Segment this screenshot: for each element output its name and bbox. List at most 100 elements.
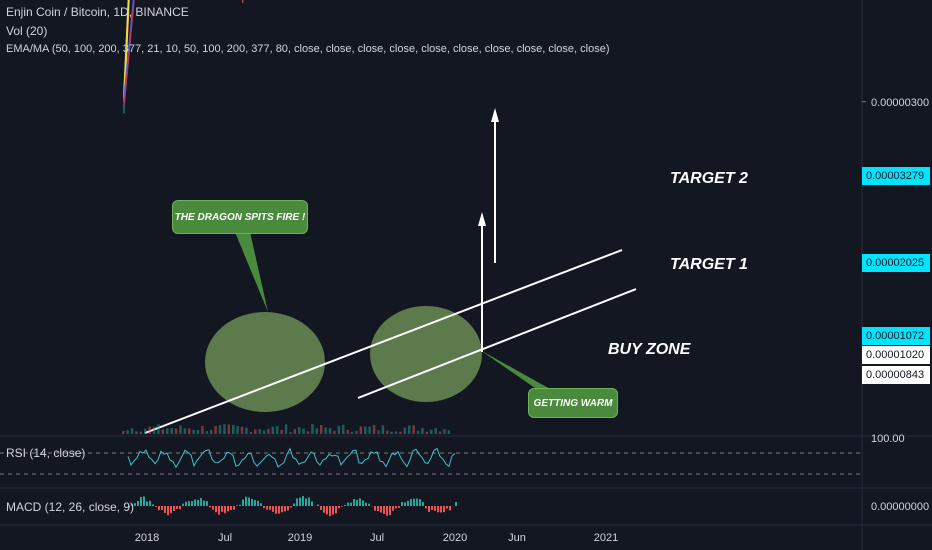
macd-histogram-bar: [173, 506, 175, 511]
volume-bar: [298, 427, 301, 434]
macd-histogram-bar: [275, 506, 277, 514]
volume-bar: [152, 426, 156, 434]
volume-bar: [425, 431, 429, 434]
volume-bar: [350, 431, 354, 434]
macd-histogram-bar: [323, 506, 325, 513]
macd-histogram-bar: [419, 499, 421, 506]
volume-bar: [245, 427, 248, 434]
ema-legend[interactable]: EMA/MA (50, 100, 200, 377, 21, 10, 50, 1…: [6, 43, 610, 55]
volume-bar: [276, 426, 279, 434]
volume-bar: [408, 425, 411, 434]
macd-histogram-bar: [332, 506, 334, 515]
macd-histogram-bar: [356, 499, 358, 506]
volume-bar: [223, 424, 226, 434]
rsi-label[interactable]: RSI (14, close): [6, 446, 86, 460]
macd-histogram-bar: [251, 499, 253, 506]
macd-histogram-bar: [398, 506, 400, 508]
volume-bar: [293, 429, 297, 434]
time-tick-label: 2021: [594, 532, 618, 544]
macd-histogram-bar: [155, 506, 157, 507]
macd-histogram-bar: [269, 506, 271, 510]
volume-bar: [254, 429, 257, 434]
macd-label[interactable]: MACD (12, 26, close, 9): [6, 500, 135, 514]
macd-histogram-bar: [425, 506, 427, 509]
volume-bar: [430, 429, 433, 434]
macd-histogram-bar: [233, 506, 235, 510]
macd-histogram-bar: [407, 500, 409, 506]
dragon-zone-ellipse: [205, 312, 325, 412]
macd-histogram-bar: [170, 506, 172, 514]
volume-bar: [174, 428, 178, 434]
dragon-callout: THE DRAGON SPITS FIRE !: [172, 200, 308, 234]
volume-bar: [130, 428, 134, 434]
volume-bar: [284, 424, 288, 434]
macd-histogram-bar: [260, 503, 262, 506]
macd-histogram-bar: [404, 502, 406, 506]
volume-bar: [232, 425, 235, 434]
volume-bar: [214, 425, 217, 434]
macd-histogram-bar: [440, 506, 442, 513]
volume-bar: [210, 429, 213, 434]
macd-histogram-bar: [185, 501, 187, 506]
macd-histogram-bar: [194, 499, 196, 506]
volume-bar: [249, 431, 253, 434]
macd-histogram-bar: [143, 496, 145, 506]
macd-histogram-bar: [242, 499, 244, 506]
volume-bar: [416, 430, 420, 434]
macd-histogram-bar: [338, 506, 340, 509]
macd-histogram-bar: [188, 501, 190, 506]
macd-histogram-bar: [455, 501, 457, 506]
target1-price-tag: 0.00002025: [862, 254, 930, 272]
volume-bar: [122, 430, 125, 434]
volume-bar: [139, 431, 143, 434]
time-tick-label: 2019: [288, 532, 312, 544]
warm-callout-pointer: [480, 350, 552, 390]
volume-bar: [324, 427, 327, 434]
volume-bar: [306, 431, 310, 434]
macd-histogram-bar: [389, 506, 391, 516]
volume-bar: [166, 428, 169, 434]
time-tick-label: Jul: [218, 532, 232, 544]
volume-bar: [372, 425, 376, 434]
buy-high-price-tag: 0.00001020: [862, 346, 930, 364]
macd-histogram-bar: [401, 502, 403, 506]
macd-histogram-bar: [254, 500, 256, 506]
macd-histogram-bar: [218, 506, 220, 515]
macd-histogram-bar: [272, 506, 274, 512]
volume-bar: [346, 429, 349, 434]
macd-histogram-bar: [317, 504, 319, 506]
volume-legend[interactable]: Vol (20): [6, 24, 48, 38]
macd-histogram-bar: [395, 506, 397, 509]
macd-histogram-bar: [308, 497, 310, 506]
dragon-callout-pointer: [235, 232, 268, 312]
macd-histogram-bar: [413, 498, 415, 506]
volume-bar: [438, 431, 442, 434]
volume-bar: [188, 428, 191, 434]
macd-histogram-bar: [362, 500, 364, 506]
volume-bar: [240, 426, 244, 434]
target2-label: TARGET 2: [670, 170, 748, 187]
macd-histogram-bar: [164, 506, 166, 514]
volume-bar: [333, 430, 336, 434]
price-tick-label: 0.00000300: [871, 97, 929, 109]
macd-histogram-bar: [212, 506, 214, 510]
volume-bar: [359, 426, 363, 434]
macd-histogram-bar: [239, 504, 241, 506]
macd-histogram-bar: [182, 503, 184, 506]
warm-callout: GETTING WARM: [528, 388, 618, 418]
macd-histogram-bar: [224, 506, 226, 514]
macd-histogram-bar: [221, 506, 223, 512]
rsi-level-label: 100.00: [871, 433, 905, 445]
macd-histogram-bar: [383, 506, 385, 515]
volume-bar: [381, 425, 385, 434]
volume-bar: [135, 431, 138, 434]
macd-histogram-bar: [350, 502, 352, 506]
macd-histogram-bar: [380, 506, 382, 513]
macd-histogram-bar: [167, 506, 169, 516]
symbol-title[interactable]: Enjin Coin / Bitcoin, 1D, BINANCE: [6, 5, 189, 19]
volume-bar: [311, 424, 314, 434]
time-tick-label: Jun: [508, 532, 526, 544]
macd-histogram-bar: [326, 506, 328, 515]
volume-bar: [302, 428, 305, 434]
